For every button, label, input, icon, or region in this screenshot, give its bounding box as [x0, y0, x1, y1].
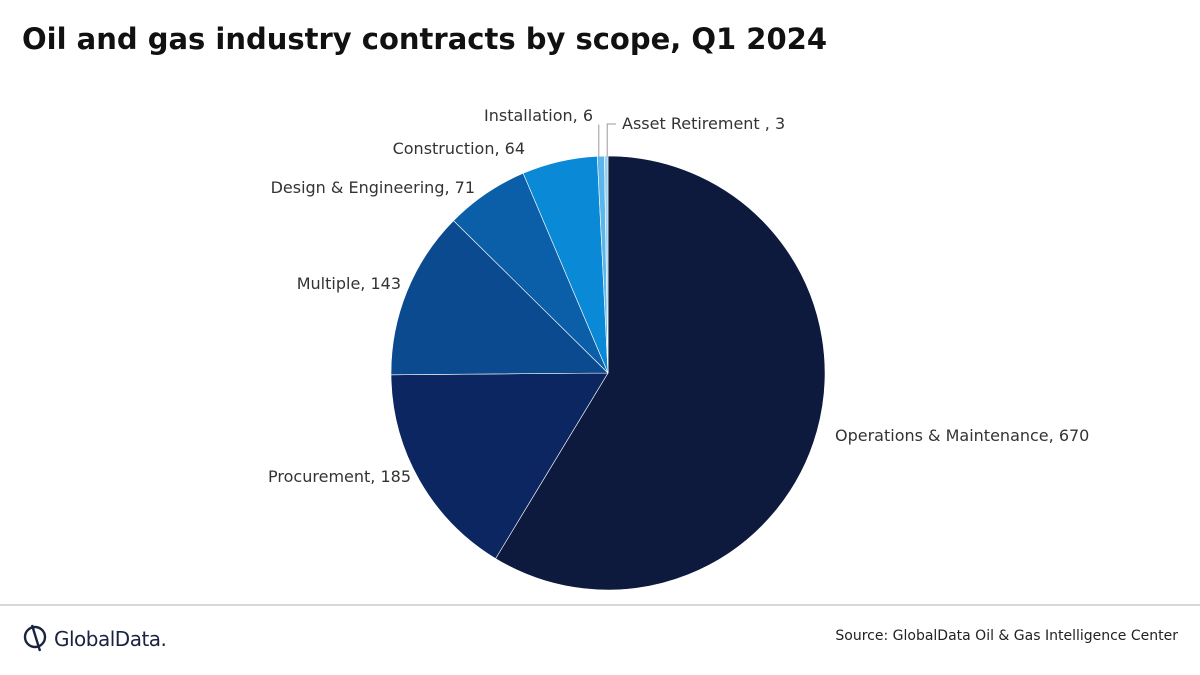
logo-text: GlobalData.	[54, 627, 167, 651]
pie-slice-asset-retirement	[604, 155, 609, 374]
data-label-asset-retirement: Asset Retirement , 3	[622, 114, 785, 133]
globaldata-logo: GlobalData.	[22, 622, 167, 656]
globaldata-logo-icon	[23, 624, 47, 652]
pie-slices	[390, 155, 826, 591]
pie-slice-multiple	[390, 220, 609, 376]
pie-chart: Operations & Maintenance, 670 Procurement…	[268, 106, 1089, 591]
data-label-procurement: Procurement, 185	[268, 467, 411, 486]
pie-slice-procurement	[390, 372, 609, 560]
footer-divider	[0, 604, 1200, 606]
source-note: Source: GlobalData Oil & Gas Intelligenc…	[835, 628, 1178, 644]
leader-line-asset-retirement	[606, 123, 616, 157]
pie-slice-operations-and-maintenance	[495, 155, 826, 591]
data-label-design-and-engineering: Design & Engineering, 71	[271, 178, 475, 197]
leader-lines	[598, 123, 616, 158]
data-label-construction: Construction, 64	[393, 139, 525, 158]
data-labels: Operations & Maintenance, 670 Procurement…	[268, 106, 1089, 486]
chart-title: Oil and gas industry contracts by scope,…	[22, 22, 828, 56]
data-label-installation: Installation, 6	[484, 106, 593, 125]
data-label-multiple: Multiple, 143	[297, 274, 401, 293]
data-label-operations-and-maintenance: Operations & Maintenance, 670	[835, 426, 1089, 445]
